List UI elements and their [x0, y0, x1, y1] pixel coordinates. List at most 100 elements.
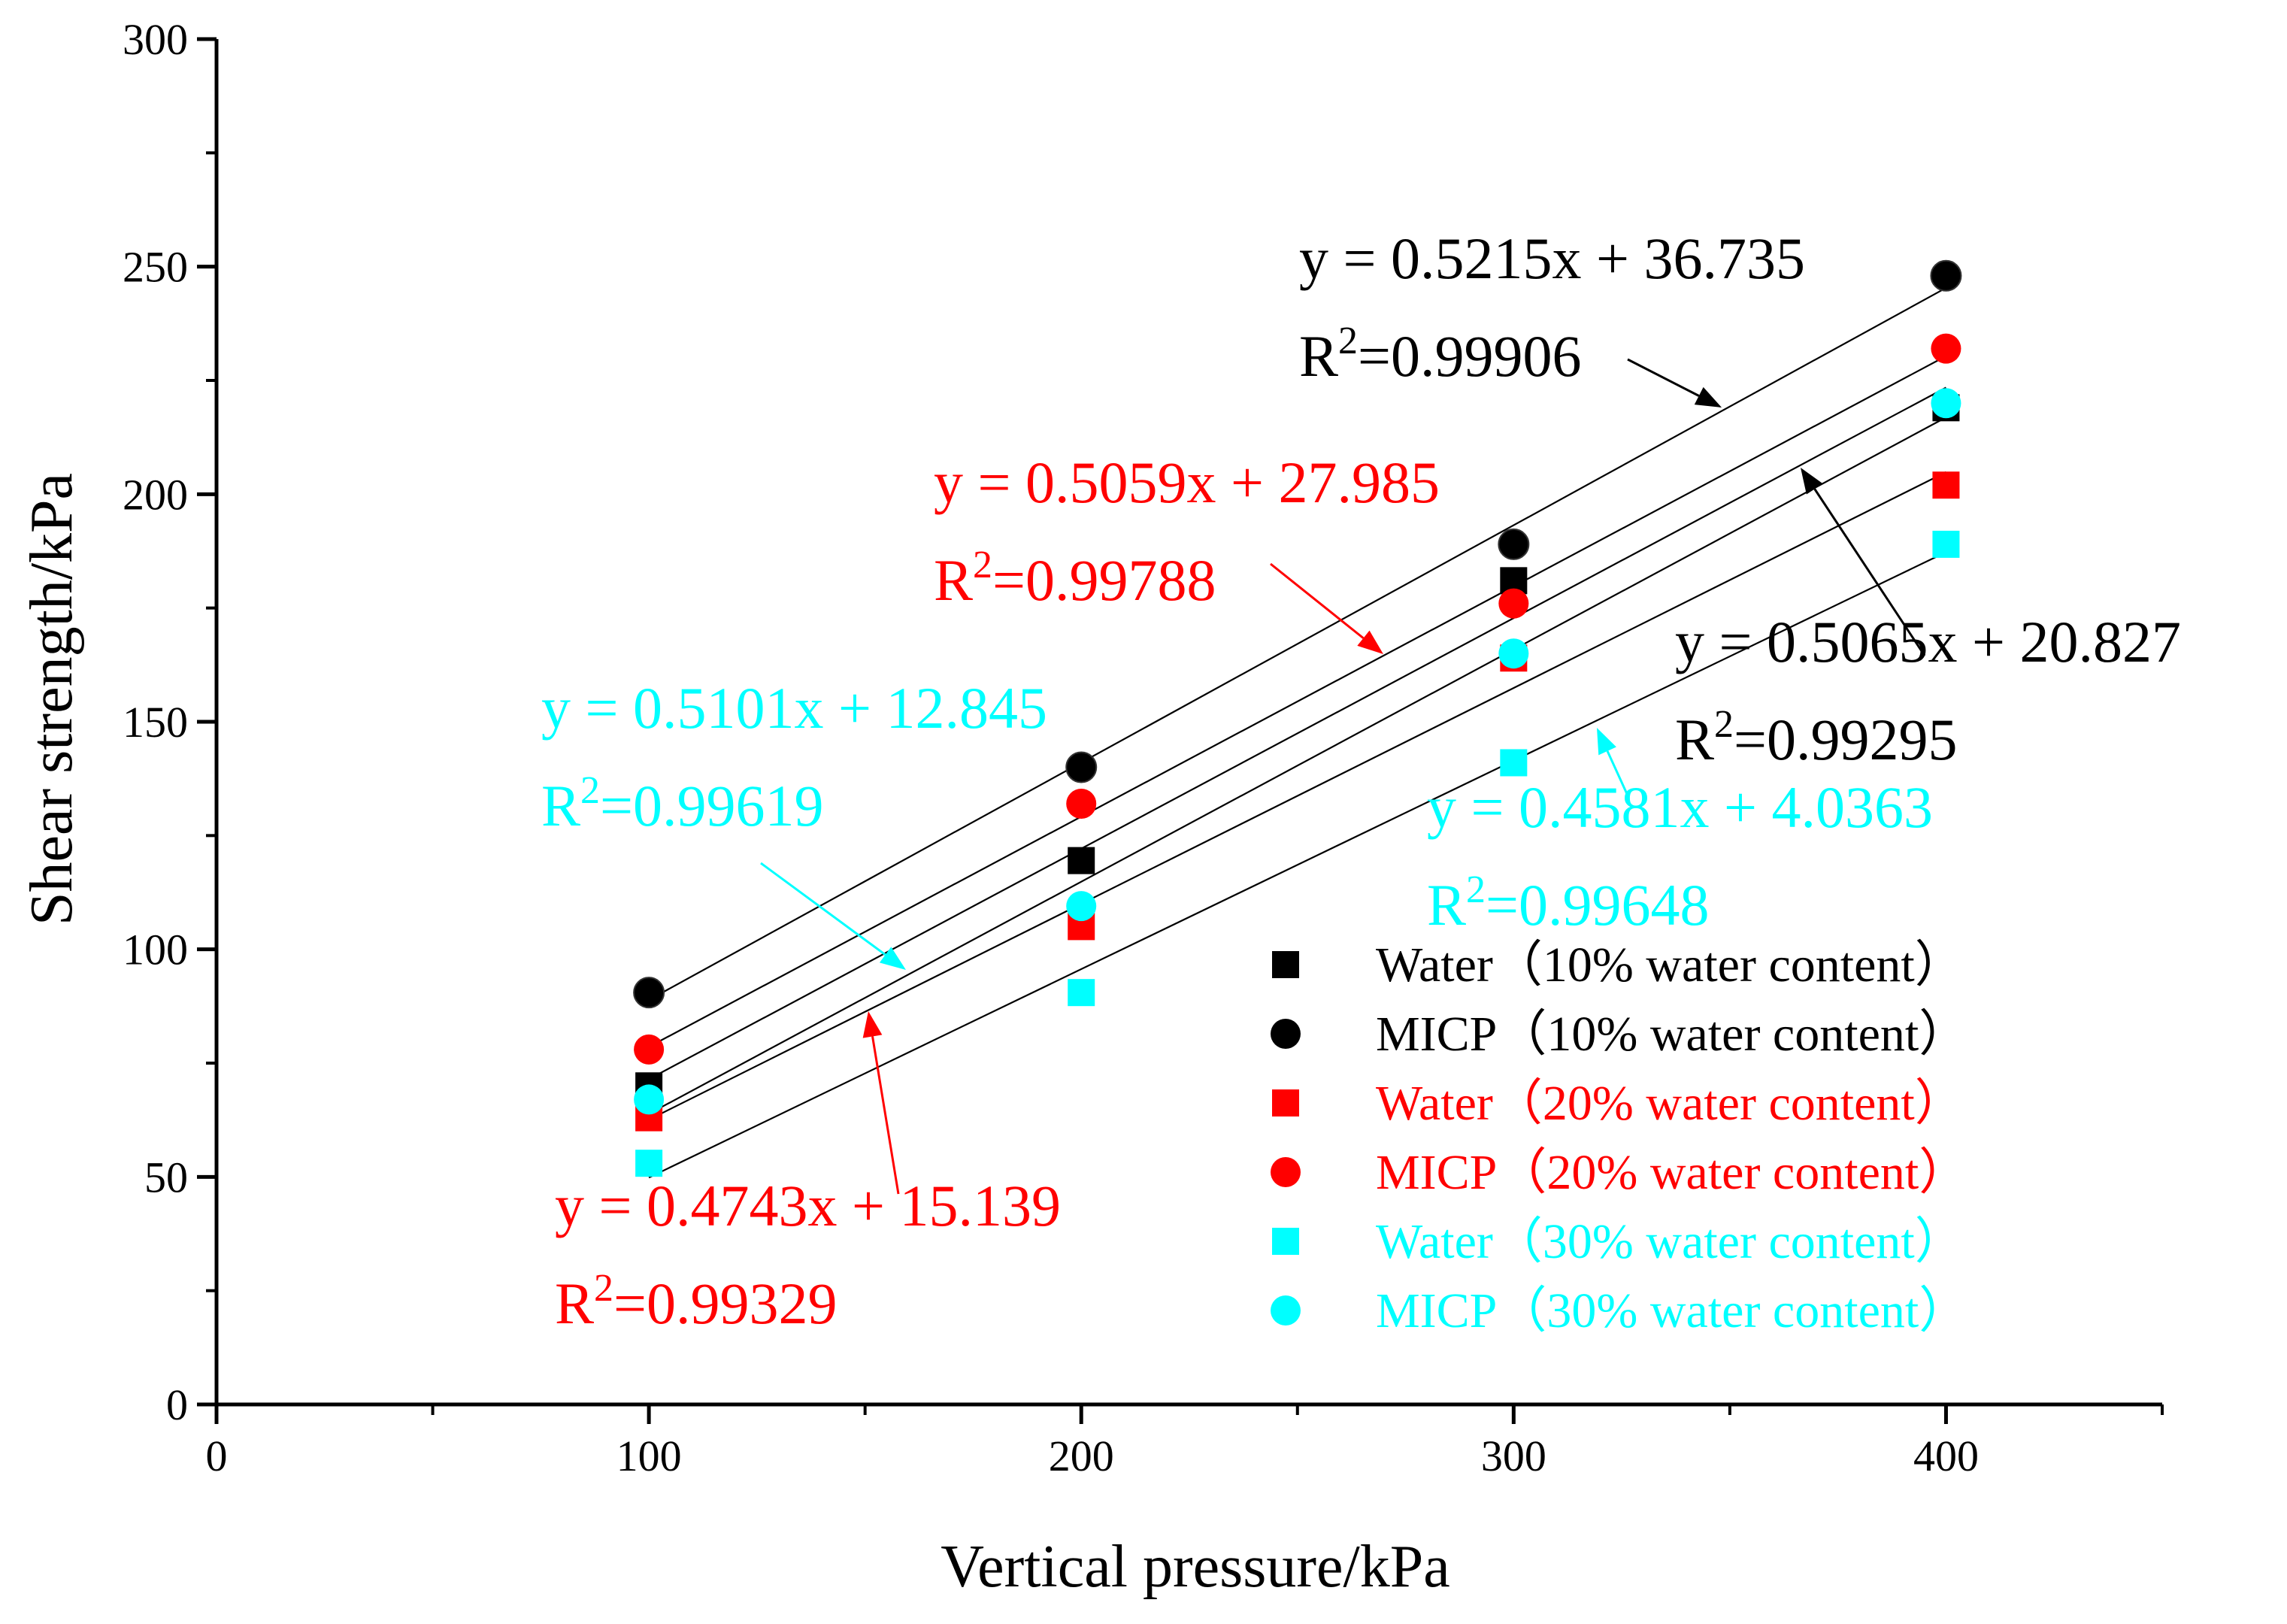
equation-text: y = 0.4581x + 4.0363: [1427, 774, 1933, 840]
annotation-arrow-shaft: [1270, 562, 1365, 639]
r-squared-text: R2=0.99329: [555, 1267, 838, 1336]
y-tick-label: 300: [123, 15, 188, 64]
legend-item: MICP（10% water content）: [1271, 1007, 1968, 1062]
fit-line: [648, 471, 1946, 1121]
legend-marker: [1271, 1019, 1301, 1049]
annotation-arrow-head: [1357, 630, 1383, 654]
r-squared-value: =0.99619: [600, 773, 824, 838]
equation-annotation: y = 0.4581x + 4.0363 R2=0.99648: [1427, 728, 1933, 938]
r-squared-superscript: 2: [594, 1267, 613, 1310]
x-tick-label: 100: [616, 1432, 682, 1480]
equation-text: y = 0.5065x + 20.827: [1675, 609, 2181, 674]
r-squared-superscript: 2: [580, 769, 600, 812]
equation-annotation: y = 0.4743x + 15.139 R2=0.99329: [555, 1011, 1061, 1336]
y-tick-label: 100: [123, 926, 188, 974]
legend-marker: [1272, 1089, 1299, 1116]
annotation-arrow-shaft: [760, 862, 886, 956]
data-point: [1930, 259, 1962, 292]
equation-text: y = 0.5215x + 36.735: [1299, 226, 1805, 291]
data-point: [1932, 471, 1960, 499]
fit-line: [648, 417, 1946, 1115]
y-tick-label: 200: [123, 470, 188, 519]
fit-line: [648, 286, 1946, 1001]
r-squared-symbol: R: [541, 773, 580, 838]
x-tick-label: 400: [1913, 1432, 1979, 1480]
y-axis-label: Shear strength/kPa: [19, 473, 85, 926]
data-point: [635, 1150, 663, 1177]
axes: 0 50 100 150 200 250 300 0 100 200 300 400: [123, 15, 2164, 1480]
r-squared-value: =0.99906: [1358, 323, 1582, 389]
equation-annotation: y = 0.5065x + 20.827 R2=0.99295: [1675, 468, 2181, 772]
fit-line: [648, 551, 1946, 1179]
r-squared-value: =0.99329: [613, 1271, 838, 1336]
r-squared-text: R2=0.99295: [1675, 703, 1958, 772]
data-point: [1068, 979, 1095, 1007]
equation-annotation: y = 0.5059x + 27.985 R2=0.99788: [934, 450, 1440, 654]
legend-marker: [1272, 951, 1299, 978]
x-tick-label: 300: [1481, 1432, 1546, 1480]
r-squared-symbol: R: [555, 1271, 594, 1336]
equation-annotation: y = 0.5101x + 12.845 R2=0.99619: [541, 675, 1047, 970]
legend-label: Water（10% water content）: [1376, 938, 1964, 992]
annotation-arrow-head: [1801, 468, 1823, 495]
data-point: [634, 1034, 665, 1065]
equation-annotation: y = 0.5215x + 36.735 R2=0.99906: [1299, 226, 1805, 408]
r-squared-text: R2=0.99788: [934, 544, 1216, 613]
x-tick-label: 0: [206, 1432, 228, 1480]
legend-item: MICP（30% water content）: [1271, 1283, 1968, 1338]
data-point: [1931, 388, 1961, 419]
data-point: [1066, 891, 1097, 922]
annotation-arrow-head: [862, 1011, 883, 1038]
legend-item: Water（20% water content）: [1272, 1076, 1964, 1131]
data-point: [1498, 638, 1529, 669]
legend-label: MICP（30% water content）: [1376, 1283, 1968, 1338]
r-squared-symbol: R: [1675, 707, 1714, 772]
data-point: [1500, 749, 1528, 777]
annotation-arrow-shaft: [1813, 488, 1926, 656]
plot-area: [633, 259, 1962, 1179]
r-squared-superscript: 2: [973, 544, 992, 586]
fit-line: [648, 355, 1946, 1048]
y-tick-label: 50: [144, 1153, 188, 1201]
legend-marker: [1272, 1228, 1299, 1255]
data-point: [1068, 847, 1095, 874]
annotation-arrow-shaft: [1606, 750, 1629, 796]
legend-item: Water（30% water content）: [1272, 1214, 1964, 1269]
r-squared-symbol: R: [934, 547, 973, 613]
legend: Water（10% water content） MICP（10% water c…: [1271, 938, 1968, 1338]
r-squared-symbol: R: [1427, 872, 1466, 938]
legend-label: MICP（10% water content）: [1376, 1007, 1968, 1062]
legend-item: Water（10% water content）: [1272, 938, 1964, 992]
equation-text: y = 0.5101x + 12.845: [541, 675, 1047, 741]
data-point: [1066, 788, 1097, 819]
r-squared-value: =0.99295: [1734, 707, 1958, 772]
r-squared-superscript: 2: [1338, 320, 1358, 362]
equation-text: y = 0.5059x + 27.985: [934, 450, 1440, 515]
y-tick-label: 0: [166, 1380, 188, 1429]
data-point: [1498, 528, 1530, 560]
data-point: [634, 1084, 665, 1115]
r-squared-text: R2=0.99619: [541, 769, 824, 838]
legend-label: MICP（20% water content）: [1376, 1145, 1968, 1200]
legend-label: Water（30% water content）: [1376, 1214, 1964, 1269]
r-squared-text: R2=0.99906: [1299, 320, 1582, 389]
annotation-arrow-head: [1597, 728, 1616, 756]
data-point: [1498, 588, 1529, 619]
y-tick-label: 250: [123, 243, 188, 292]
y-tick-label: 150: [123, 698, 188, 747]
annotation-arrow-head: [1694, 386, 1722, 408]
data-point: [1932, 530, 1960, 558]
x-tick-label: 200: [1049, 1432, 1114, 1480]
r-squared-symbol: R: [1299, 323, 1338, 389]
r-squared-superscript: 2: [1466, 868, 1486, 911]
data-point: [1931, 333, 1961, 364]
r-squared-value: =0.99648: [1486, 872, 1710, 938]
annotation-arrow-shaft: [1627, 358, 1700, 397]
legend-label: Water（20% water content）: [1376, 1076, 1964, 1131]
x-axis-label: Vertical pressure/kPa: [941, 1534, 1450, 1600]
annotation-arrow-head: [879, 947, 906, 970]
equation-text: y = 0.4743x + 15.139: [555, 1173, 1061, 1238]
legend-marker: [1271, 1157, 1301, 1187]
